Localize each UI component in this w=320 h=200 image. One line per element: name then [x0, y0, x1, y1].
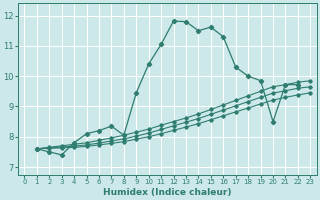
X-axis label: Humidex (Indice chaleur): Humidex (Indice chaleur)	[103, 188, 232, 197]
